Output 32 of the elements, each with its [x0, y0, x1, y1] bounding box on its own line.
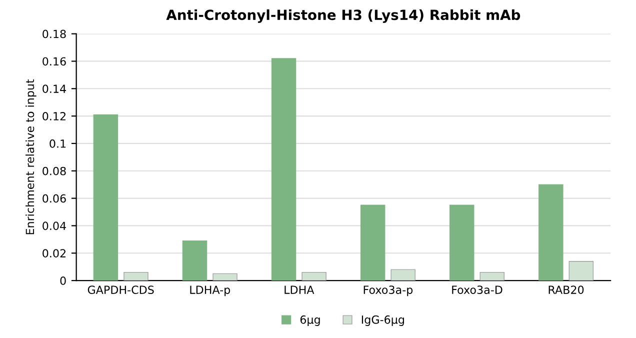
x-tick-label: GAPDH-CDS [88, 286, 154, 294]
y-tick-label: 0 [60, 276, 66, 285]
legend-label: 6μg [300, 315, 320, 326]
bar [302, 272, 326, 281]
bar [271, 58, 296, 281]
y-axis-title: Enrichment relative to input [26, 79, 36, 234]
x-tick-label: LDHA [284, 286, 314, 294]
y-tick-label: 0.08 [42, 166, 66, 176]
bar [360, 204, 386, 281]
bar [480, 272, 505, 281]
y-tick-label: 0.16 [42, 57, 66, 66]
chart-title: Anti-Crotonyl-Histone H3 (Lys14) Rabbit mAb [166, 9, 520, 23]
y-tick-label: 0.04 [42, 222, 66, 230]
bar [124, 272, 148, 281]
bar [212, 273, 238, 281]
y-tick-label: 0.06 [42, 194, 66, 203]
x-tick-label: LDHA-p [190, 286, 230, 296]
y-tick-label: 0.18 [42, 30, 66, 38]
y-tick-label: 0.14 [42, 84, 66, 94]
bar [449, 204, 474, 281]
bar [568, 261, 594, 281]
y-tick-label: 0.12 [42, 112, 66, 120]
bar [538, 184, 564, 281]
x-tick-label: Foxo3a-D [452, 286, 502, 294]
y-tick-label: 0.02 [42, 249, 66, 258]
x-tick-label: Foxo3a-p [364, 286, 413, 296]
y-tick-label: 0.1 [50, 139, 66, 148]
x-tick-label: RAB20 [548, 286, 584, 294]
bar [182, 240, 208, 281]
bar [93, 114, 118, 281]
legend-label: IgG-6μg [362, 315, 404, 326]
bar [390, 269, 416, 281]
